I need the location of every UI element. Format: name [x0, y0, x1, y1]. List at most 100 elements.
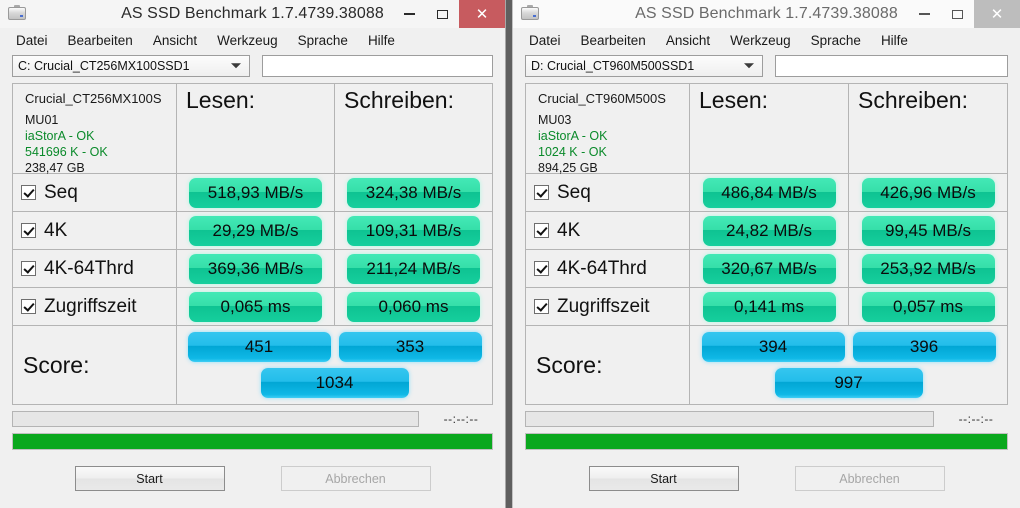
window-controls: ✕: [908, 0, 1020, 28]
read-column-header: Lesen:: [699, 87, 769, 113]
window-gap: [506, 0, 512, 508]
maximize-button[interactable]: [426, 0, 459, 28]
write-value-cell: 426,96 MB/s: [849, 174, 1007, 211]
score-read: 451: [187, 332, 331, 362]
menu-item-sprache[interactable]: Sprache: [810, 32, 861, 48]
cancel-button: Abbrechen: [280, 466, 431, 491]
checkbox-seq[interactable]: [534, 185, 549, 200]
checkbox-4k[interactable]: [21, 223, 36, 238]
close-button[interactable]: ✕: [459, 0, 505, 28]
menu-item-ansicht[interactable]: Ansicht: [665, 32, 711, 48]
status-row: --:--:--: [525, 411, 1008, 427]
score-label: Score:: [23, 351, 90, 378]
benchmark-label: 4K-64Thrd: [44, 257, 134, 279]
score-label: Score:: [536, 351, 603, 378]
menu-item-bearbeiten[interactable]: Bearbeiten: [580, 32, 646, 48]
menu-item-hilfe[interactable]: Hilfe: [880, 32, 908, 48]
checkbox-4k-64thrd[interactable]: [21, 261, 36, 276]
benchmark-row: Seq 486,84 MB/s 426,96 MB/s: [526, 174, 1007, 212]
progress-bar-track: [525, 433, 1008, 450]
write-value-cell: 253,92 MB/s: [849, 250, 1007, 287]
score-write: 353: [338, 332, 482, 362]
checkbox-zugriffszeit[interactable]: [534, 299, 549, 314]
drive-alignment-status: 1024 K - OK: [538, 145, 607, 159]
minimize-icon: [919, 13, 930, 15]
read-value-cell: 486,84 MB/s: [690, 174, 849, 211]
checkbox-seq[interactable]: [21, 185, 36, 200]
menu-item-sprache[interactable]: Sprache: [297, 32, 348, 48]
start-button-label: Start: [650, 471, 677, 486]
drive-toolbar: C: Crucial_CT256MX100SSD1: [0, 52, 505, 81]
checkbox-4k[interactable]: [534, 223, 549, 238]
read-value: 24,82 MB/s: [702, 215, 836, 246]
close-icon: ✕: [990, 4, 1004, 23]
drive-select[interactable]: C: Crucial_CT256MX100SSD1: [12, 55, 250, 77]
menu-item-datei[interactable]: Datei: [16, 32, 48, 48]
menu-item-ansicht[interactable]: Ansicht: [152, 32, 198, 48]
menu-item-bearbeiten[interactable]: Bearbeiten: [67, 32, 133, 48]
write-value: 253,92 MB/s: [861, 253, 995, 284]
close-button[interactable]: ✕: [974, 0, 1020, 28]
write-column-header: Schreiben:: [344, 87, 454, 113]
cancel-button-label: Abbrechen: [839, 471, 900, 486]
chevron-down-icon: [231, 63, 241, 69]
write-column-header-cell: Schreiben:: [335, 84, 492, 173]
benchmark-row: 4K 24,82 MB/s 99,45 MB/s: [526, 212, 1007, 250]
info-text-field[interactable]: [775, 55, 1008, 77]
window-controls: ✕: [393, 0, 505, 28]
cancel-button-label: Abbrechen: [325, 471, 386, 486]
score-total: 997: [774, 368, 923, 398]
read-value: 518,93 MB/s: [189, 177, 322, 208]
minimize-icon: [404, 13, 415, 15]
as-ssd-window-right: AS SSD Benchmark 1.7.4739.38088 ✕ Datei B…: [512, 0, 1020, 508]
maximize-button[interactable]: [941, 0, 974, 28]
info-text-field[interactable]: [262, 55, 493, 77]
menu-item-werkzeug[interactable]: Werkzeug: [730, 32, 791, 48]
title-bar[interactable]: AS SSD Benchmark 1.7.4739.38088 ✕: [0, 0, 505, 28]
action-buttons: Start Abbrechen: [513, 466, 1020, 491]
minimize-button[interactable]: [908, 0, 941, 28]
write-value-cell: 109,31 MB/s: [335, 212, 492, 249]
start-button[interactable]: Start: [74, 466, 225, 491]
write-value: 426,96 MB/s: [861, 177, 995, 208]
read-column-header-cell: Lesen:: [690, 84, 849, 173]
checkbox-zugriffszeit[interactable]: [21, 299, 36, 314]
write-value: 324,38 MB/s: [347, 177, 480, 208]
status-message: [12, 411, 419, 427]
score-values: 451 353 1034: [177, 326, 492, 404]
benchmark-label: 4K: [44, 219, 68, 241]
benchmark-row: 4K-64Thrd 320,67 MB/s 253,92 MB/s: [526, 250, 1007, 288]
menu-item-werkzeug[interactable]: Werkzeug: [217, 32, 278, 48]
checkbox-4k-64thrd[interactable]: [534, 261, 549, 276]
score-row: Score: 451 353 1034: [13, 326, 492, 404]
progress-bar-track: [12, 433, 493, 450]
benchmark-label-cell: 4K-64Thrd: [526, 250, 690, 287]
cancel-button: Abbrechen: [794, 466, 945, 491]
hard-drive-icon: [6, 4, 28, 24]
progress-bar-fill: [13, 434, 492, 449]
write-column-header: Schreiben:: [858, 87, 968, 113]
read-value: 320,67 MB/s: [702, 253, 836, 284]
start-button-label: Start: [136, 471, 163, 486]
drive-select[interactable]: D: Crucial_CT960M500SSD1: [525, 55, 763, 77]
elapsed-timer: --:--:--: [958, 412, 994, 426]
maximize-icon: [437, 9, 448, 19]
minimize-button[interactable]: [393, 0, 426, 28]
drive-firmware: MU01: [25, 113, 59, 127]
title-bar[interactable]: AS SSD Benchmark 1.7.4739.38088 ✕: [513, 0, 1020, 28]
drive-toolbar: D: Crucial_CT960M500SSD1: [513, 52, 1020, 81]
read-column-header-cell: Lesen:: [177, 84, 335, 173]
menu-item-hilfe[interactable]: Hilfe: [367, 32, 395, 48]
start-button[interactable]: Start: [588, 466, 739, 491]
drive-firmware: MU03: [538, 113, 572, 127]
benchmark-label: Seq: [44, 181, 78, 203]
elapsed-timer: --:--:--: [443, 412, 479, 426]
read-value: 29,29 MB/s: [189, 215, 322, 246]
score-row: Score: 394 396 997: [526, 326, 1007, 404]
action-buttons: Start Abbrechen: [0, 466, 505, 491]
drive-select-value: C: Crucial_CT256MX100SSD1: [18, 59, 190, 73]
menu-item-datei[interactable]: Datei: [529, 32, 561, 48]
write-column-header-cell: Schreiben:: [849, 84, 1007, 173]
results-grid: Crucial_CT256MX100S MU01 iaStorA - OK 54…: [12, 83, 493, 405]
benchmark-label-cell: 4K: [13, 212, 177, 249]
